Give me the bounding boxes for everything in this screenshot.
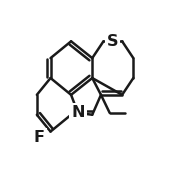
Text: S: S <box>107 34 119 49</box>
Text: F: F <box>34 130 45 145</box>
Text: N: N <box>71 105 85 120</box>
